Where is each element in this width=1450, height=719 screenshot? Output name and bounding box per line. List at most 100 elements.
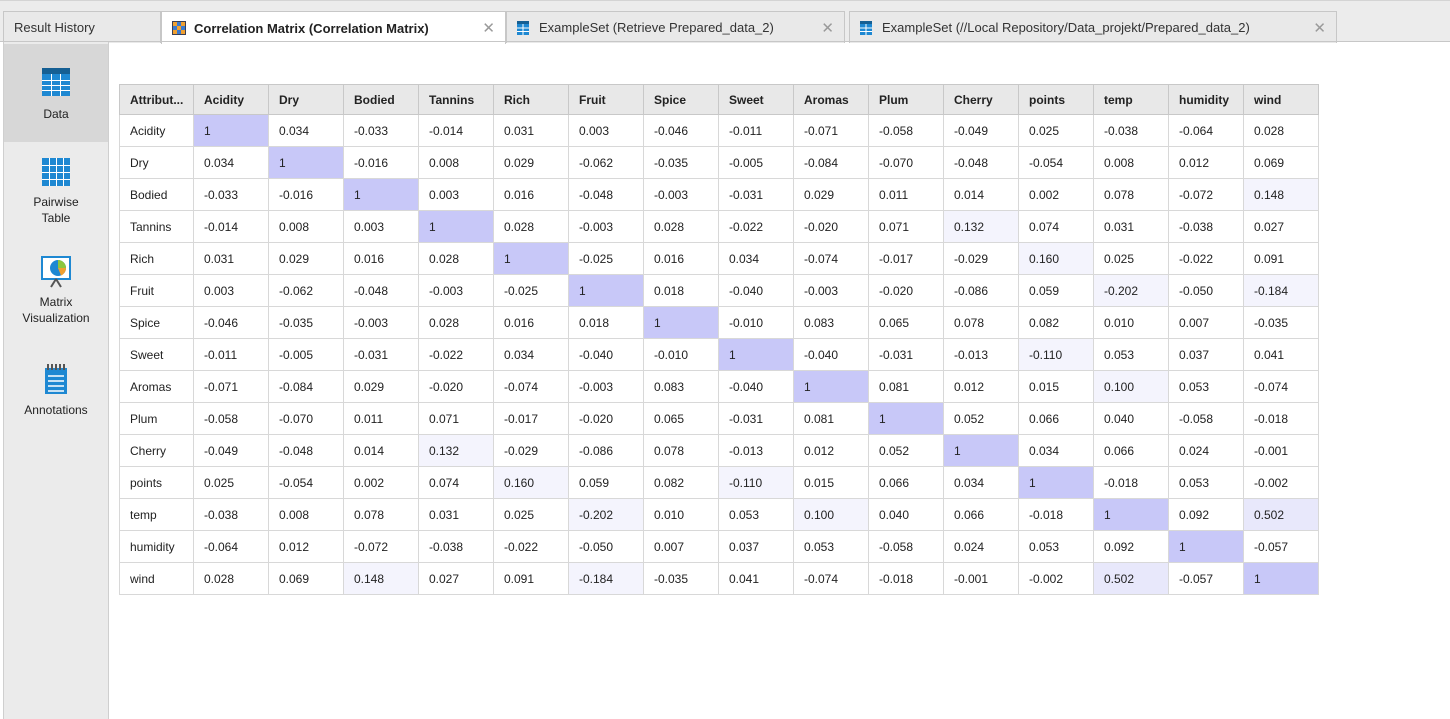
table-cell[interactable]: -0.018 bbox=[1018, 498, 1094, 531]
table-cell[interactable]: 0.024 bbox=[1168, 434, 1244, 467]
close-icon[interactable]: ✕ bbox=[821, 20, 834, 37]
tab-exampleset-retrieve[interactable]: ExampleSet (Retrieve Prepared_data_2) ✕ bbox=[506, 11, 845, 43]
table-cell[interactable]: 0.011 bbox=[343, 402, 419, 435]
table-cell[interactable]: 0.053 bbox=[1168, 466, 1244, 499]
table-cell[interactable]: -0.022 bbox=[718, 210, 794, 243]
table-cell[interactable]: 0.034 bbox=[718, 242, 794, 275]
table-cell[interactable]: -0.110 bbox=[1018, 338, 1094, 371]
table-cell[interactable]: 0.502 bbox=[1243, 498, 1319, 531]
table-cell[interactable]: -0.046 bbox=[193, 306, 269, 339]
table-cell[interactable]: 0.074 bbox=[418, 466, 494, 499]
table-cell[interactable]: 0.053 bbox=[1018, 530, 1094, 563]
table-cell[interactable]: -0.005 bbox=[718, 146, 794, 179]
table-cell[interactable]: 0.015 bbox=[1018, 370, 1094, 403]
table-cell[interactable]: 0.028 bbox=[1243, 114, 1319, 147]
table-cell[interactable]: 0.034 bbox=[493, 338, 569, 371]
table-cell[interactable]: 0.016 bbox=[493, 178, 569, 211]
table-cell[interactable]: -0.046 bbox=[643, 114, 719, 147]
table-cell[interactable]: -0.074 bbox=[1243, 370, 1319, 403]
table-cell[interactable]: 0.010 bbox=[1093, 306, 1169, 339]
table-cell[interactable]: 0.132 bbox=[943, 210, 1019, 243]
close-icon[interactable]: ✕ bbox=[1313, 20, 1326, 37]
table-cell[interactable]: 0.016 bbox=[343, 242, 419, 275]
table-cell[interactable]: -0.020 bbox=[418, 370, 494, 403]
column-header[interactable]: Plum bbox=[868, 84, 944, 115]
table-cell[interactable]: -0.014 bbox=[418, 114, 494, 147]
table-cell[interactable]: 0.091 bbox=[1243, 242, 1319, 275]
table-cell[interactable]: 0.012 bbox=[268, 530, 344, 563]
table-cell[interactable]: 0.029 bbox=[343, 370, 419, 403]
table-cell[interactable]: -0.064 bbox=[193, 530, 269, 563]
column-header[interactable]: Dry bbox=[268, 84, 344, 115]
table-cell[interactable]: 0.037 bbox=[718, 530, 794, 563]
table-cell[interactable]: 0.034 bbox=[1018, 434, 1094, 467]
table-cell[interactable]: 0.016 bbox=[493, 306, 569, 339]
table-cell[interactable]: 0.011 bbox=[868, 178, 944, 211]
table-cell[interactable]: 0.100 bbox=[1093, 370, 1169, 403]
table-cell[interactable]: -0.002 bbox=[1243, 466, 1319, 499]
table-cell[interactable]: -0.003 bbox=[643, 178, 719, 211]
table-cell[interactable]: 0.012 bbox=[1168, 146, 1244, 179]
sidebar-item-annotations[interactable]: Annotations bbox=[4, 364, 108, 424]
table-cell[interactable]: -0.038 bbox=[418, 530, 494, 563]
table-cell[interactable]: -0.072 bbox=[343, 530, 419, 563]
table-cell[interactable]: 0.037 bbox=[1168, 338, 1244, 371]
table-cell[interactable]: 0.083 bbox=[793, 306, 869, 339]
table-cell[interactable]: -0.064 bbox=[1168, 114, 1244, 147]
table-cell[interactable]: -0.074 bbox=[493, 370, 569, 403]
table-cell[interactable]: -0.018 bbox=[1243, 402, 1319, 435]
table-cell[interactable]: 0.002 bbox=[343, 466, 419, 499]
column-header[interactable]: Cherry bbox=[943, 84, 1019, 115]
table-cell[interactable]: -0.018 bbox=[868, 562, 944, 595]
table-cell[interactable]: -0.040 bbox=[718, 370, 794, 403]
table-cell[interactable]: 0.082 bbox=[643, 466, 719, 499]
table-cell[interactable]: -0.110 bbox=[718, 466, 794, 499]
table-cell[interactable]: -0.062 bbox=[268, 274, 344, 307]
table-cell[interactable]: -0.084 bbox=[268, 370, 344, 403]
table-cell[interactable]: 0.028 bbox=[643, 210, 719, 243]
table-cell[interactable]: -0.017 bbox=[493, 402, 569, 435]
table-cell[interactable]: -0.057 bbox=[1168, 562, 1244, 595]
table-cell[interactable]: 0.018 bbox=[643, 274, 719, 307]
table-cell[interactable]: 0.041 bbox=[718, 562, 794, 595]
table-cell[interactable]: 0.028 bbox=[418, 242, 494, 275]
table-cell[interactable]: -0.025 bbox=[493, 274, 569, 307]
table-cell[interactable]: 0.015 bbox=[793, 466, 869, 499]
table-cell[interactable]: 0.025 bbox=[1093, 242, 1169, 275]
sidebar-item-data[interactable]: Data bbox=[4, 44, 108, 142]
tab-exampleset-repository[interactable]: ExampleSet (//Local Repository/Data_proj… bbox=[849, 11, 1337, 43]
table-cell[interactable]: 0.059 bbox=[568, 466, 644, 499]
table-cell[interactable]: -0.001 bbox=[1243, 434, 1319, 467]
table-cell[interactable]: 0.027 bbox=[418, 562, 494, 595]
table-cell[interactable]: 0.078 bbox=[643, 434, 719, 467]
table-cell[interactable]: 1 bbox=[943, 434, 1019, 467]
table-cell[interactable]: -0.002 bbox=[1018, 562, 1094, 595]
tab-correlation-matrix[interactable]: Correlation Matrix (Correlation Matrix) … bbox=[161, 11, 506, 44]
table-cell[interactable]: -0.035 bbox=[643, 146, 719, 179]
table-cell[interactable]: 0.082 bbox=[1018, 306, 1094, 339]
table-cell[interactable]: -0.057 bbox=[1243, 530, 1319, 563]
table-cell[interactable]: -0.029 bbox=[943, 242, 1019, 275]
table-cell[interactable]: -0.058 bbox=[868, 530, 944, 563]
table-cell[interactable]: -0.011 bbox=[718, 114, 794, 147]
table-cell[interactable]: 0.029 bbox=[793, 178, 869, 211]
table-cell[interactable]: 1 bbox=[1018, 466, 1094, 499]
table-cell[interactable]: 0.053 bbox=[1168, 370, 1244, 403]
table-cell[interactable]: -0.040 bbox=[718, 274, 794, 307]
table-cell[interactable]: 0.007 bbox=[1168, 306, 1244, 339]
table-cell[interactable]: 0.018 bbox=[568, 306, 644, 339]
table-cell[interactable]: 1 bbox=[343, 178, 419, 211]
table-cell[interactable]: -0.054 bbox=[268, 466, 344, 499]
table-cell[interactable]: 1 bbox=[418, 210, 494, 243]
table-cell[interactable]: 0.053 bbox=[718, 498, 794, 531]
table-cell[interactable]: -0.022 bbox=[493, 530, 569, 563]
table-cell[interactable]: -0.022 bbox=[1168, 242, 1244, 275]
tab-result-history[interactable]: Result History bbox=[3, 11, 161, 43]
table-cell[interactable]: -0.184 bbox=[1243, 274, 1319, 307]
table-cell[interactable]: 0.148 bbox=[1243, 178, 1319, 211]
table-cell[interactable]: 0.028 bbox=[493, 210, 569, 243]
table-cell[interactable]: 1 bbox=[718, 338, 794, 371]
table-cell[interactable]: -0.038 bbox=[193, 498, 269, 531]
table-cell[interactable]: 0.031 bbox=[1093, 210, 1169, 243]
table-cell[interactable]: 1 bbox=[493, 242, 569, 275]
